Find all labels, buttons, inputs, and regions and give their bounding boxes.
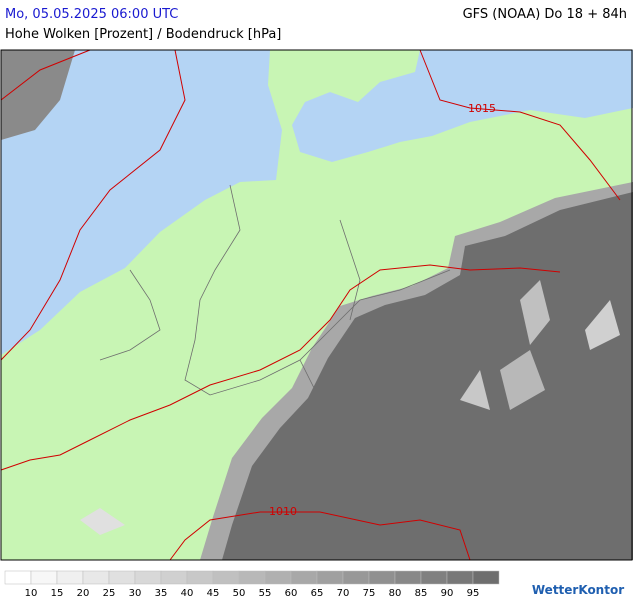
isobar-label: 1015: [468, 102, 496, 115]
legend-label: 85: [415, 588, 428, 599]
legend-label: 10: [25, 588, 38, 599]
clouds-light-patch: [500, 350, 545, 410]
legend-label: 30: [129, 588, 142, 599]
subtitle: Hohe Wolken [Prozent] / Bodendruck [hPa]: [5, 27, 282, 42]
legend-label: 95: [467, 588, 480, 599]
clouds-light-patch: [520, 280, 550, 345]
legend-swatch: [290, 570, 318, 585]
legend-label: 90: [441, 588, 454, 599]
model-run: GFS (NOAA) Do 18 + 84h: [462, 7, 627, 22]
datetime: Mo, 05.05.2025 06:00 UTC: [5, 7, 179, 22]
legend-swatch: [420, 570, 448, 585]
isobar-label: 1010: [269, 505, 297, 518]
north-sea: [1, 50, 282, 355]
legend-swatch: [134, 570, 162, 585]
legend-swatch: [160, 570, 188, 585]
legend-label: 65: [311, 588, 324, 599]
legend-swatch: [446, 570, 474, 585]
legend-swatch: [212, 570, 240, 585]
isobars: [0, 49, 621, 561]
legend-label: 25: [103, 588, 116, 599]
legend-label: 60: [285, 588, 298, 599]
legend-label: 15: [51, 588, 64, 599]
borders: [99, 184, 451, 471]
legend-swatch: [56, 570, 84, 585]
legend-swatch: [108, 570, 136, 585]
legend: 10 15 20 25 30 35 40 45 50 55 60 65 70 75 80 85 90 95: [4, 570, 500, 599]
legend-label: 80: [389, 588, 402, 599]
legend-label: 45: [207, 588, 220, 599]
denmark: [295, 50, 345, 100]
legend-label: 40: [181, 588, 194, 599]
legend-swatch: [238, 570, 266, 585]
clouds-light-patch: [585, 300, 620, 350]
clouds-light-patch: [460, 370, 490, 410]
clouds-core: [222, 192, 633, 560]
legend-label: 35: [155, 588, 168, 599]
legend-swatch: [316, 570, 344, 585]
legend-label: 50: [233, 588, 246, 599]
legend-swatch: [186, 570, 214, 585]
legend-swatch: [472, 570, 500, 585]
legend-swatch: [4, 570, 32, 585]
legend-swatch: [368, 570, 396, 585]
legend-label: 75: [363, 588, 376, 599]
brand: WetterKontor: [532, 583, 624, 597]
legend-swatch: [394, 570, 422, 585]
legend-label: 55: [259, 588, 272, 599]
legend-swatch: [30, 570, 58, 585]
legend-label: 70: [337, 588, 350, 599]
legend-label: 20: [77, 588, 90, 599]
clouds-nw: [1, 50, 75, 140]
legend-swatch: [264, 570, 292, 585]
map-frame: [0, 49, 633, 561]
legend-swatch: [342, 570, 370, 585]
legend-swatch: [82, 570, 110, 585]
clouds-sw: [80, 508, 125, 535]
